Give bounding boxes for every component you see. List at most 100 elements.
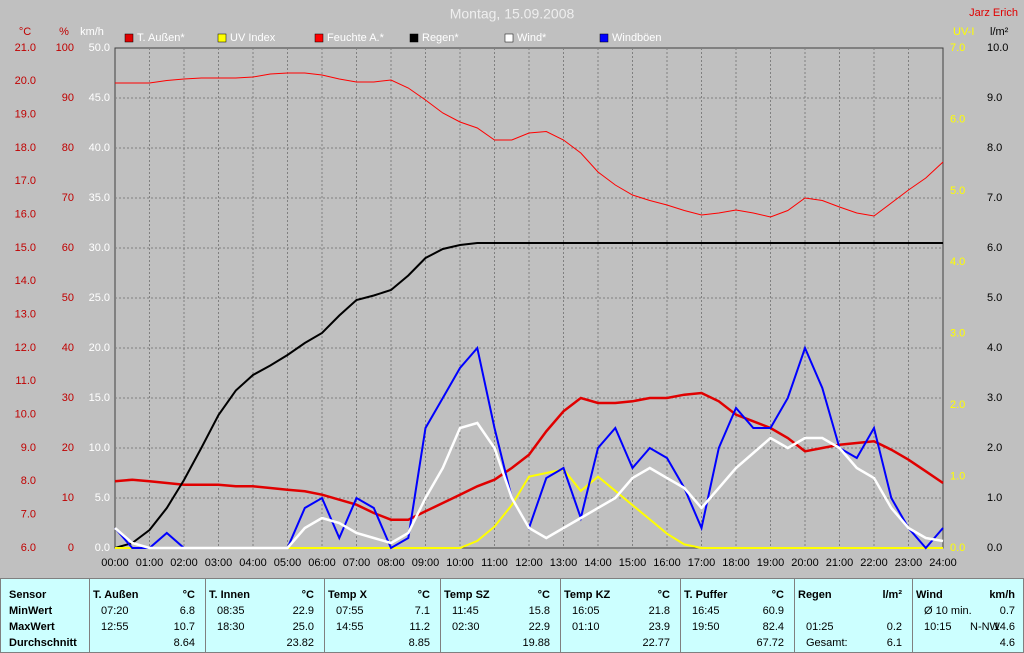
y-tick-label: 0 bbox=[68, 542, 74, 554]
x-tick-label: 09:00 bbox=[412, 557, 440, 569]
x-tick-label: 22:00 bbox=[860, 557, 888, 569]
series-line bbox=[114, 421, 944, 550]
x-tick-label: 15:00 bbox=[619, 557, 647, 569]
y-tick-label: 2.0 bbox=[987, 442, 1002, 454]
x-tick-label: 00:00 bbox=[101, 557, 129, 569]
y-tick-label: 10.0 bbox=[15, 409, 36, 421]
x-tick-label: 23:00 bbox=[895, 557, 923, 569]
x-tick-label: 03:00 bbox=[205, 557, 233, 569]
column-separator bbox=[794, 579, 795, 652]
cell-time: 07:55 bbox=[336, 605, 364, 617]
x-tick-label: 08:00 bbox=[377, 557, 405, 569]
y-tick-label: 20 bbox=[62, 442, 74, 454]
column-unit: °C bbox=[301, 589, 314, 601]
cell-value: 10.7 bbox=[173, 621, 195, 633]
legend-label: UV Index bbox=[230, 32, 276, 44]
cell-value: 0.2 bbox=[886, 621, 902, 633]
legend-swatch bbox=[504, 33, 514, 43]
series-line bbox=[114, 391, 944, 521]
cell-value: 22.9 bbox=[292, 605, 314, 617]
x-tick-label: 11:00 bbox=[481, 557, 508, 569]
column-header: T. Innen bbox=[209, 589, 250, 601]
column-unit: km/h bbox=[989, 589, 1015, 601]
y-tick-label: 7.0 bbox=[21, 509, 36, 521]
cell-time: 07:20 bbox=[101, 605, 129, 617]
axis-title: l/m² bbox=[990, 26, 1009, 38]
x-tick-label: 06:00 bbox=[308, 557, 336, 569]
y-tick-label: 5.0 bbox=[95, 492, 110, 504]
stats-table: Sensor MinWert MaxWert Durchschnitt T. Außen… bbox=[0, 578, 1024, 653]
x-tick-label: 10:00 bbox=[446, 557, 474, 569]
y-tick-label: 10 bbox=[62, 492, 74, 504]
x-tick-label: 01:00 bbox=[136, 557, 164, 569]
cell-value: 19.88 bbox=[522, 637, 550, 649]
cell-value: 82.4 bbox=[762, 621, 784, 633]
y-tick-label: 18.0 bbox=[15, 142, 36, 154]
cell-value: 25.0 bbox=[292, 621, 314, 633]
y-tick-label: 90 bbox=[62, 92, 74, 104]
x-tick-label: 16:00 bbox=[653, 557, 681, 569]
x-tick-label: 07:00 bbox=[343, 557, 371, 569]
y-tick-label: 70 bbox=[62, 192, 74, 204]
cell-time: 16:05 bbox=[572, 605, 600, 617]
cell-time: 08:35 bbox=[217, 605, 245, 617]
row-label: MinWert bbox=[9, 605, 53, 617]
cell-value: 15.8 bbox=[528, 605, 550, 617]
column-header: Temp KZ bbox=[564, 589, 611, 601]
y-tick-label: 15.0 bbox=[15, 242, 36, 254]
cell-time: Ø 10 min. bbox=[924, 605, 972, 617]
y-tick-label: 50.0 bbox=[89, 42, 110, 54]
y-tick-label: 19.0 bbox=[15, 109, 36, 121]
y-tick-label: 7.0 bbox=[987, 192, 1002, 204]
cell-time: 01:25 bbox=[806, 621, 834, 633]
y-tick-label: 10.0 bbox=[987, 42, 1008, 54]
series-line bbox=[115, 72, 944, 218]
y-tick-label: 40.0 bbox=[89, 142, 110, 154]
column-header: Wind bbox=[916, 589, 943, 601]
column-separator bbox=[680, 579, 681, 652]
cell-time: 02:30 bbox=[452, 621, 480, 633]
x-tick-label: 19:00 bbox=[757, 557, 785, 569]
y-tick-label: 5.0 bbox=[987, 292, 1002, 304]
cell-value: 67.72 bbox=[756, 637, 784, 649]
legend-swatch bbox=[314, 33, 324, 43]
cell-value: 22.77 bbox=[642, 637, 670, 649]
column-separator bbox=[324, 579, 325, 652]
y-tick-label: 0.0 bbox=[987, 542, 1002, 554]
cell-value: 8.85 bbox=[408, 637, 430, 649]
legend-label: Feuchte A.* bbox=[327, 32, 385, 44]
y-tick-label: 16.0 bbox=[15, 209, 36, 221]
y-tick-label: 7.0 bbox=[950, 42, 965, 54]
y-tick-label: 40 bbox=[62, 342, 74, 354]
legend-label: Windböen bbox=[612, 32, 662, 44]
y-tick-label: 30.0 bbox=[89, 242, 110, 254]
y-tick-label: 30 bbox=[62, 392, 74, 404]
legend-swatch bbox=[599, 33, 609, 43]
x-tick-label: 18:00 bbox=[722, 557, 750, 569]
column-unit: °C bbox=[657, 589, 670, 601]
x-tick-label: 20:00 bbox=[791, 557, 819, 569]
y-tick-label: 17.0 bbox=[15, 175, 36, 187]
y-tick-label: 0.0 bbox=[95, 542, 110, 554]
y-tick-label: 80 bbox=[62, 142, 74, 154]
axis-title: °C bbox=[19, 26, 31, 38]
x-tick-label: 12:00 bbox=[515, 557, 543, 569]
cell-time: 01:10 bbox=[572, 621, 600, 633]
y-tick-label: 3.0 bbox=[987, 392, 1002, 404]
y-tick-label: 45.0 bbox=[89, 92, 110, 104]
y-tick-label: 15.0 bbox=[89, 392, 110, 404]
column-separator bbox=[89, 579, 90, 652]
y-tick-label: 6.0 bbox=[21, 542, 36, 554]
cell-time: 10:15 bbox=[924, 621, 952, 633]
y-tick-label: 50 bbox=[62, 292, 74, 304]
series-line bbox=[114, 242, 943, 549]
y-tick-label: 1.0 bbox=[987, 492, 1002, 504]
y-tick-label: 11.0 bbox=[15, 375, 36, 387]
cell-time: 12:55 bbox=[101, 621, 129, 633]
x-tick-label: 21:00 bbox=[826, 557, 854, 569]
cell-value: 6.1 bbox=[886, 637, 902, 649]
y-tick-label: 4.0 bbox=[987, 342, 1002, 354]
column-unit: °C bbox=[417, 589, 430, 601]
y-tick-label: 6.0 bbox=[950, 113, 965, 125]
y-tick-label: 9.0 bbox=[21, 442, 36, 454]
